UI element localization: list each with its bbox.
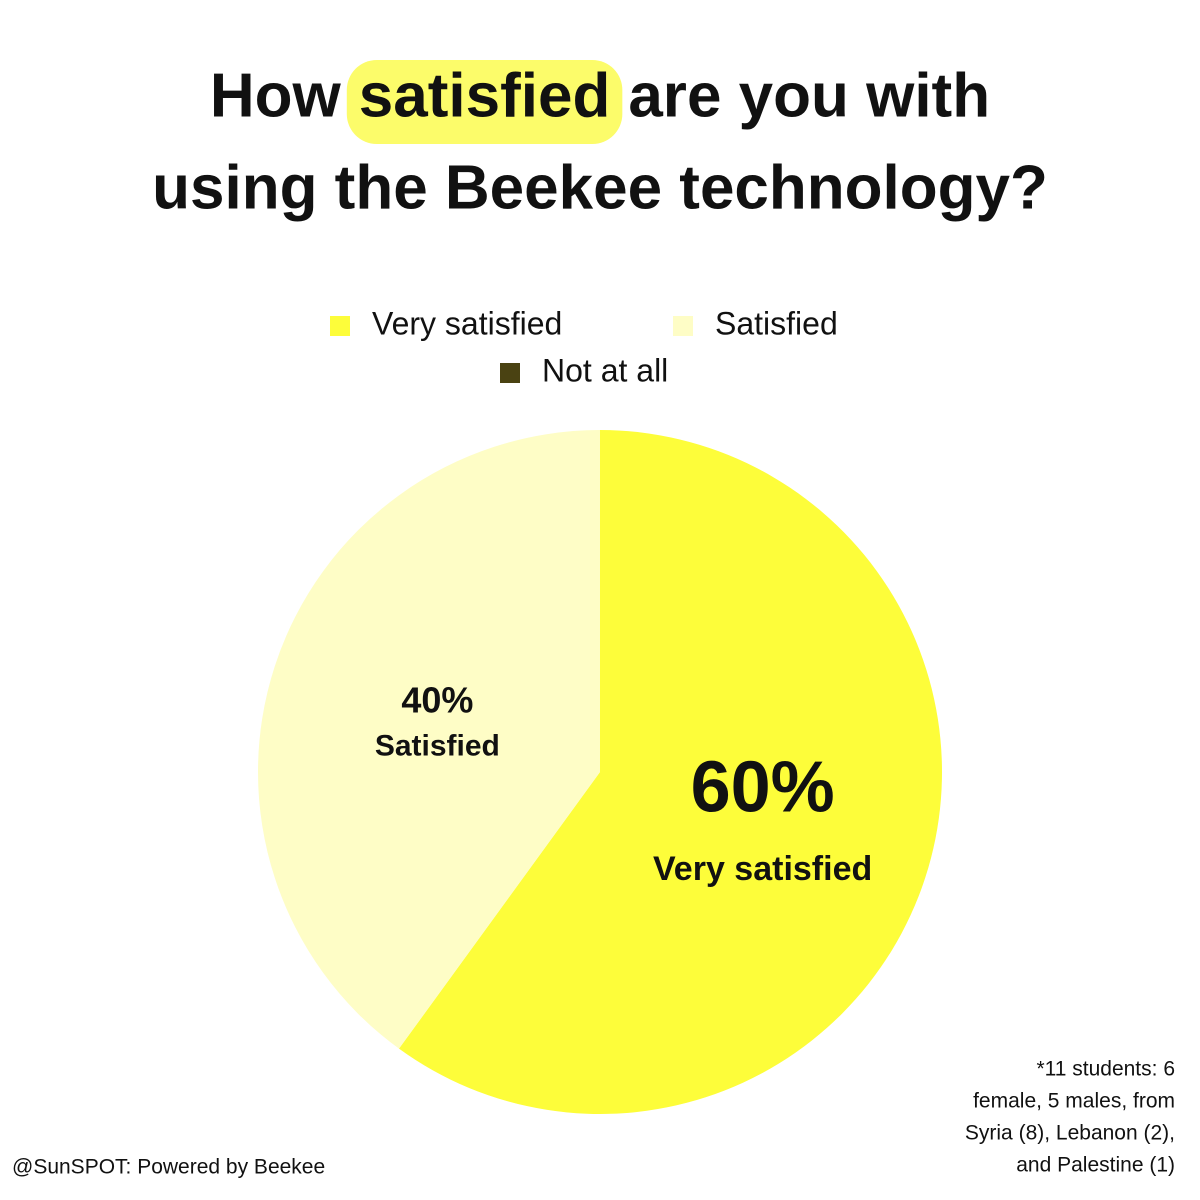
footnote: female, 5 males, from [973,1090,1175,1113]
legend-label: Not at all [542,352,668,388]
pie-slice [398,430,942,1114]
legend-swatch [673,316,693,336]
title-highlight [346,60,623,144]
chart-title: How [210,61,342,130]
chart-title: are you with [628,61,990,130]
slice-value-label: 60% [691,747,835,827]
footnote: and Palestine (1) [1016,1154,1175,1177]
slice-value-label: 40% [401,679,473,720]
pie-slice [257,430,600,1049]
footnote: Syria (8), Lebanon (2), [965,1122,1175,1145]
slice-category-label: Very satisfied [653,850,872,888]
slice-category-label: Satisfied [375,729,500,762]
legend-label: Very satisfied [372,305,562,341]
chart-title: using the Beekee technology? [152,153,1048,222]
footer: @SunSPOT: Powered by Beekee [12,1156,325,1179]
legend-swatch [500,363,520,383]
legend-swatch [330,316,350,336]
chart-title: satisfied [359,61,611,130]
legend-label: Satisfied [715,305,838,341]
footnote: *11 students: 6 [1036,1058,1175,1081]
